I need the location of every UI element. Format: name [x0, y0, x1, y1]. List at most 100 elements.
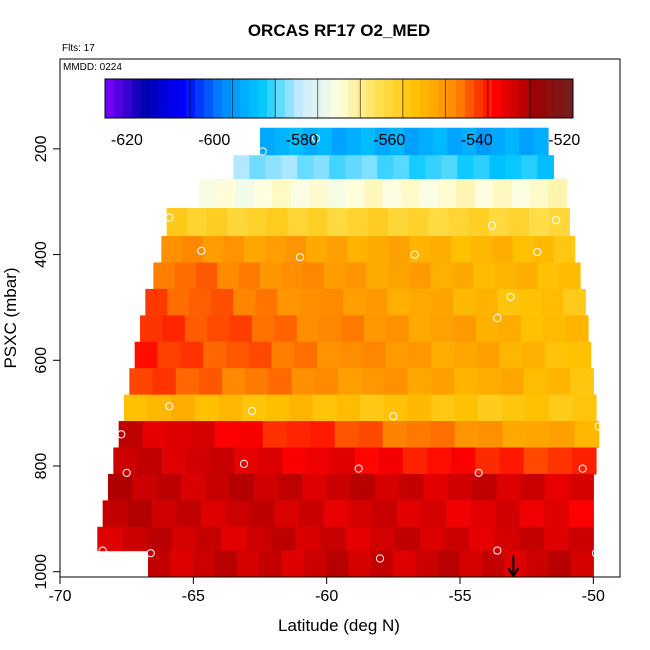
sample-point [493, 546, 502, 555]
heatmap-cell [289, 394, 314, 422]
colorbar-swatch [294, 79, 304, 118]
heatmap-cell [184, 315, 208, 343]
heatmap-cell [265, 155, 282, 180]
heatmap-cell [176, 500, 202, 528]
heatmap-cell [319, 315, 343, 343]
heatmap-cell [544, 473, 570, 501]
sample-point [98, 546, 107, 555]
position-marker [507, 555, 520, 578]
heatmap-cell [500, 368, 525, 396]
heatmap-cell [505, 155, 522, 180]
colorbar-swatch [222, 79, 232, 118]
heatmap-cell [180, 473, 206, 501]
sample-point [578, 464, 587, 473]
heatmap-cell [246, 526, 272, 552]
colorbar-swatch [501, 79, 511, 118]
heatmap-cell [287, 208, 309, 237]
heatmap-cell [268, 368, 293, 396]
heatmap-cell [543, 315, 567, 343]
heatmap-cell [152, 368, 177, 396]
y-tick-label: 400 [33, 241, 50, 268]
heatmap-cell [461, 127, 477, 156]
heatmap-cell [545, 341, 569, 369]
heatmap-cell [113, 447, 139, 475]
heatmap-cell [229, 315, 253, 343]
colorbar-swatch [429, 79, 439, 118]
heatmap-cell [185, 447, 211, 475]
heatmap-cell [171, 394, 196, 422]
heatmap-cell [127, 500, 153, 528]
heatmap-cell [262, 421, 288, 449]
heatmap-cell [430, 421, 456, 449]
heatmap-cell [132, 473, 158, 501]
heatmap-cell [277, 288, 300, 316]
x-axis-label: Latitude (deg N) [278, 616, 400, 635]
heatmap-cell [446, 500, 472, 528]
heatmap-cell [499, 447, 525, 475]
heatmap-cell [430, 262, 453, 290]
heatmap-cell [317, 341, 341, 369]
heatmap-cell [196, 262, 218, 290]
heatmap-cell [409, 288, 432, 316]
heatmap-cell [516, 262, 538, 290]
heatmap-cell [368, 208, 389, 237]
heatmap-cell [247, 208, 268, 237]
heatmap-cell [180, 341, 204, 369]
heatmap-cell [368, 236, 390, 264]
heatmap-cell [408, 208, 429, 237]
heatmap-cell [338, 368, 362, 396]
heatmap-cell [548, 550, 572, 577]
colorbar-swatch [411, 79, 421, 118]
sample-point [295, 253, 305, 262]
heatmap-cell [430, 368, 455, 396]
heatmap-cell [336, 394, 361, 422]
heatmap-cell [274, 127, 290, 156]
heatmap-cell [388, 262, 410, 290]
sample-point [410, 250, 419, 259]
x-axis: -70 -65 -60 -55 -50 [48, 577, 605, 605]
heatmap-cell [223, 236, 245, 264]
heatmap-cell [321, 288, 344, 316]
heatmap-cell [297, 155, 314, 180]
heatmap-cell [252, 315, 275, 343]
heatmap-cell [407, 368, 432, 396]
heatmap-cell [431, 315, 455, 343]
heatmap-cell [151, 500, 177, 528]
heatmap-cell [238, 421, 264, 449]
colorbar-swatch [303, 79, 313, 118]
heatmap-cell [477, 368, 502, 396]
heatmap-cell [326, 473, 352, 501]
heatmap-cell [194, 394, 219, 422]
heatmap-cell [408, 341, 432, 369]
sample-point [165, 213, 174, 222]
heatmap-cell [281, 155, 298, 180]
heatmap-cell [324, 262, 346, 290]
colorbar-swatch [249, 79, 259, 118]
heatmap-cell [265, 394, 290, 422]
colorbar-swatch [474, 79, 484, 118]
colorbar-swatch [132, 79, 142, 118]
heatmap-cell [203, 341, 227, 369]
heatmap-cell [394, 526, 421, 552]
heatmap-cell [501, 394, 526, 422]
heatmap-cell [419, 526, 446, 552]
heatmap-cell [570, 368, 594, 396]
heatmap-cell [453, 315, 477, 343]
heatmap-cell [488, 208, 510, 237]
colorbar-swatch [465, 79, 475, 118]
heatmap-cell [392, 550, 416, 577]
sample-point [487, 221, 497, 230]
heatmap-cell [366, 262, 389, 290]
heatmap-cell [122, 526, 148, 552]
heatmap-cell [499, 341, 523, 369]
heatmap-cell [543, 526, 570, 552]
heatmap-cell [260, 127, 275, 156]
heatmap-cell [388, 208, 409, 237]
heatmap-cell [334, 421, 360, 449]
heatmap-cell [423, 473, 449, 501]
heatmap-cell [360, 127, 376, 156]
heatmap-cell [554, 236, 576, 264]
heatmap-cell [171, 526, 198, 552]
heatmap-cell [345, 262, 368, 290]
